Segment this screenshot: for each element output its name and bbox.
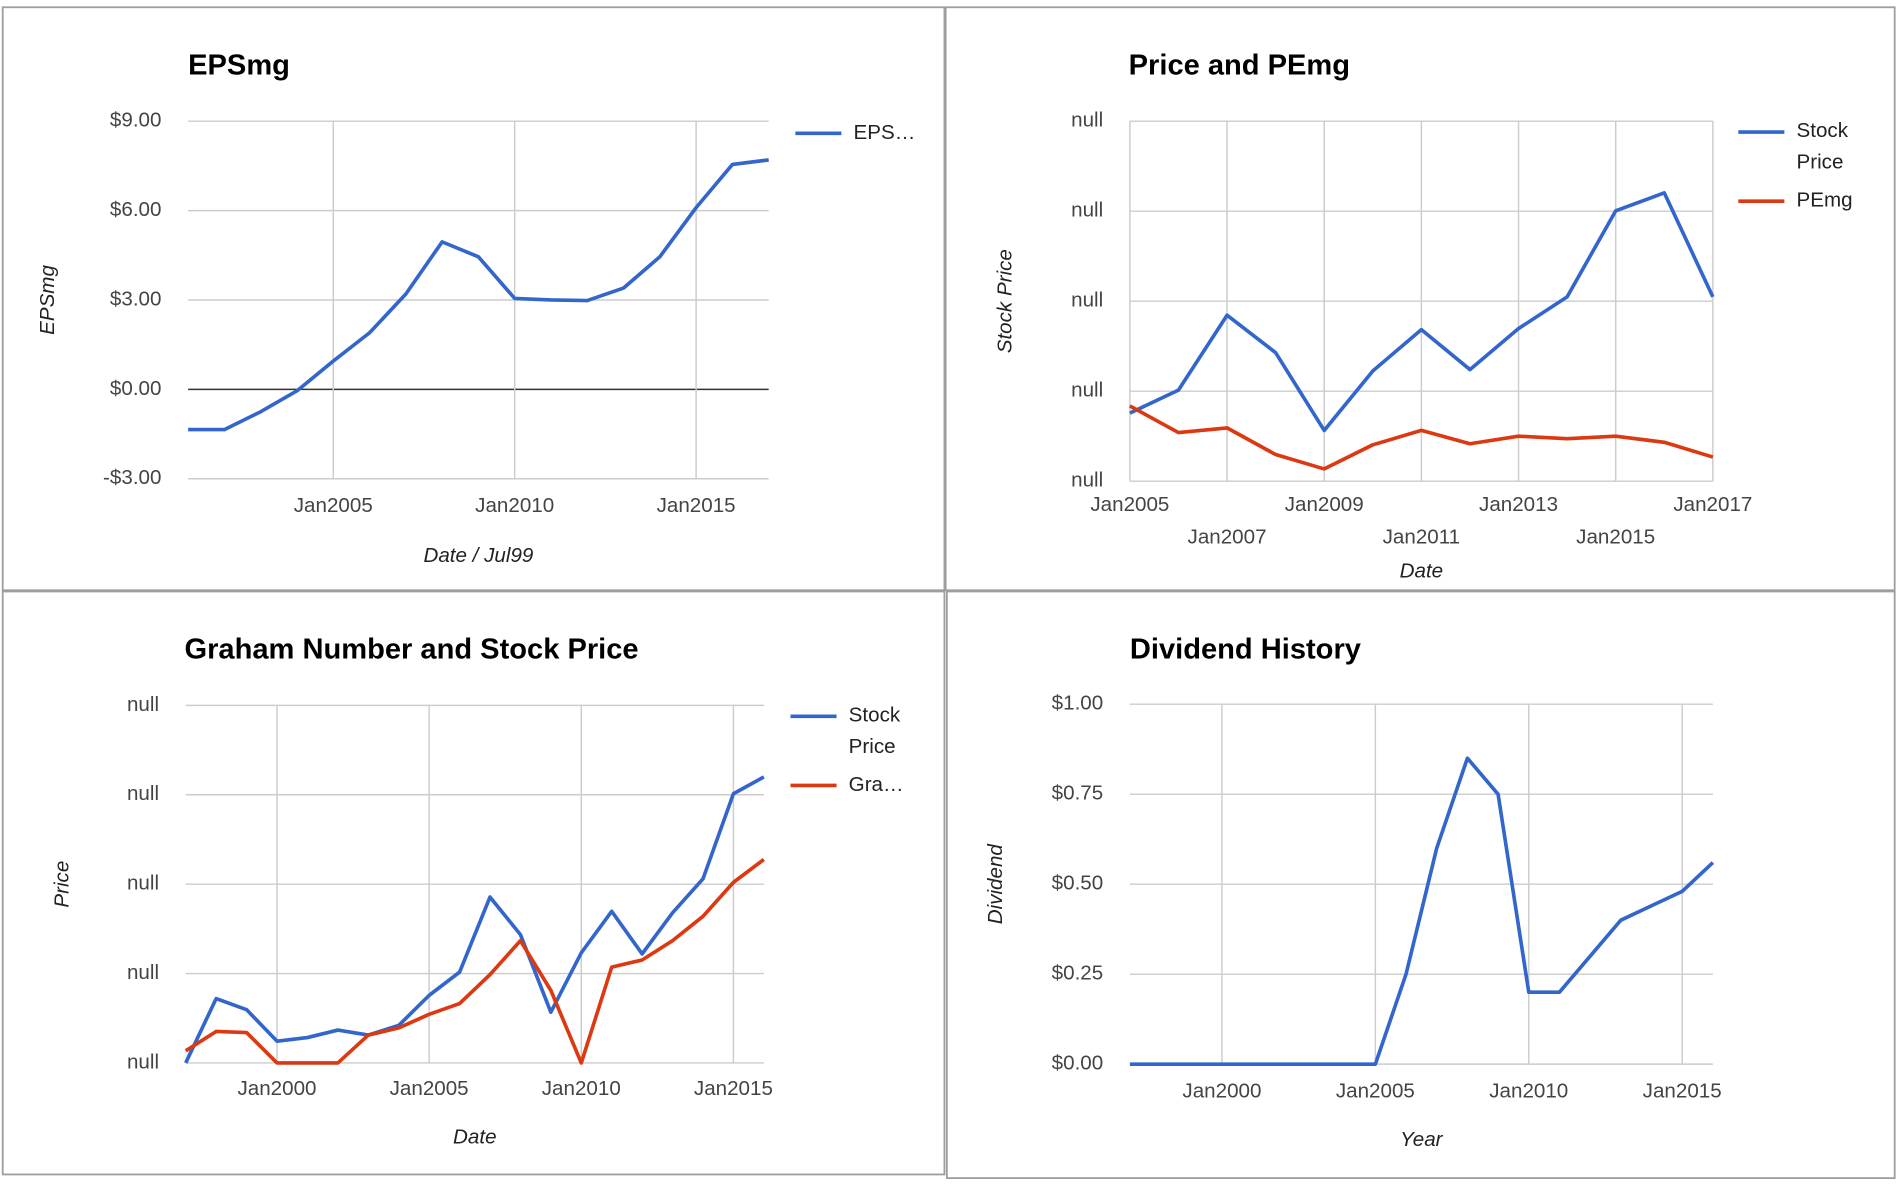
y-axis-title: Stock Price (994, 249, 1017, 353)
y-tick-label: $0.25 (1052, 962, 1104, 985)
y-tick-label: $0.00 (110, 377, 162, 400)
legend-label: Stock Price (849, 704, 906, 759)
x-tick-label: Jan2010 (475, 494, 554, 517)
legend-label: PEmg (1796, 189, 1852, 212)
x-tick-label: Jan2005 (294, 494, 373, 517)
y-tick-label: null (1071, 109, 1103, 132)
x-axis-title: Date (453, 1126, 497, 1149)
y-tick-label: null (127, 961, 159, 984)
legend-label: Gra… (849, 773, 904, 796)
x-tick-label: Jan2010 (1489, 1079, 1568, 1102)
x-tick-label: Jan2005 (1336, 1079, 1415, 1102)
y-tick-label: -$3.00 (103, 466, 161, 489)
x-tick-label: Jan2007 (1188, 526, 1267, 549)
data-line (1129, 191, 1715, 433)
x-tick-label: Jan2005 (390, 1077, 469, 1100)
y-tick-label: null (1071, 469, 1103, 492)
x-tick-label: Jan2017 (1673, 493, 1752, 516)
x-axis-title: Date / Jul99 (423, 544, 533, 567)
x-tick-label: Jan2000 (1182, 1079, 1261, 1102)
x-tick-label: Jan2000 (237, 1077, 316, 1100)
y-tick-label: $1.00 (1052, 692, 1104, 715)
panel (944, 6, 1896, 592)
x-tick-label: Jan2013 (1479, 493, 1558, 516)
chart-title: Price and PEmg (1129, 49, 1350, 81)
panel (1, 590, 946, 1176)
y-tick-label: null (1071, 289, 1103, 312)
x-axis-title: Date (1400, 560, 1444, 583)
data-line (184, 858, 765, 1065)
y-tick-label: $6.00 (110, 198, 162, 221)
chart-title: Graham Number and Stock Price (184, 634, 638, 666)
y-tick-label: $9.00 (110, 109, 162, 132)
y-axis-title: Dividend (984, 844, 1007, 925)
x-tick-label: Jan2011 (1383, 526, 1461, 549)
y-tick-label: $0.50 (1052, 872, 1104, 895)
x-tick-label: Jan2015 (694, 1077, 773, 1100)
data-line (1129, 404, 1714, 471)
y-tick-label: null (1071, 199, 1103, 222)
x-tick-label: Jan2015 (1643, 1079, 1722, 1102)
y-tick-label: null (127, 872, 159, 895)
chart-title: Dividend History (1130, 634, 1362, 666)
x-tick-label: Jan2010 (542, 1077, 621, 1100)
chart-title: EPSmg (188, 49, 290, 81)
x-tick-label: Jan2005 (1090, 493, 1169, 516)
data-line (184, 775, 765, 1064)
x-tick-label: Jan2009 (1285, 493, 1364, 516)
y-tick-label: $0.75 (1052, 782, 1104, 805)
y-tick-label: null (127, 782, 159, 805)
legend-label: EPS… (854, 121, 916, 144)
data-line (188, 158, 769, 432)
y-tick-label: null (1071, 379, 1103, 402)
y-tick-label: $3.00 (110, 287, 162, 310)
y-tick-label: null (127, 1050, 159, 1073)
x-tick-label: Jan2015 (1576, 526, 1655, 549)
data-line (1129, 756, 1715, 1066)
y-axis-title: EPSmg (36, 265, 59, 335)
y-axis-title: Price (51, 861, 74, 908)
legend-label: Stock Price (1796, 120, 1853, 175)
panel (1, 6, 946, 592)
x-tick-label: Jan2015 (657, 494, 736, 517)
y-tick-label: $0.00 (1052, 1052, 1104, 1075)
x-axis-title: Year (1400, 1128, 1444, 1151)
y-tick-label: null (127, 693, 159, 716)
